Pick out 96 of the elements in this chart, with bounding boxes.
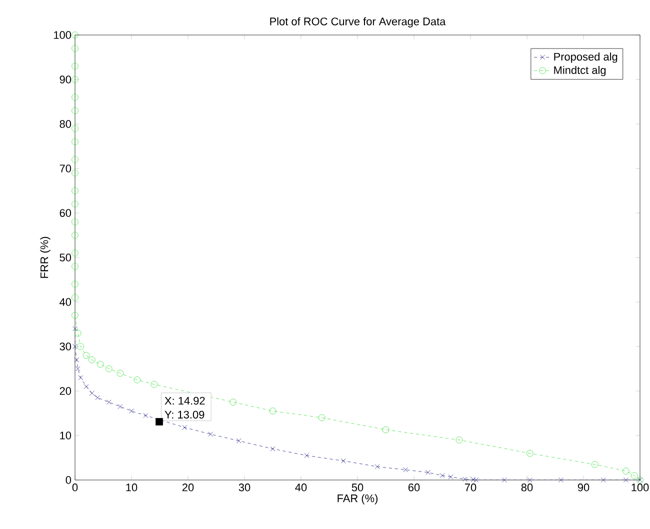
point (72, 32, 78, 38)
point (72, 62, 78, 70)
point (106, 365, 112, 372)
y-tick-label: 10 (60, 432, 72, 440)
x-tick-label: 80 (521, 484, 533, 492)
point (72, 232, 78, 239)
point (75, 366, 80, 372)
x-tick-label: 30 (238, 484, 250, 492)
point (82, 352, 90, 359)
point (270, 446, 276, 452)
point (340, 458, 346, 464)
point (106, 400, 112, 405)
point (72, 312, 78, 319)
point (72, 280, 78, 288)
point (74, 357, 80, 362)
point (72, 170, 78, 176)
point (78, 375, 84, 380)
x-tick-label: 70 (464, 484, 476, 492)
point (118, 404, 123, 410)
x-tick-label: 40 (295, 484, 307, 492)
y-tick-label: 90 (60, 76, 72, 84)
point (72, 76, 78, 83)
point (623, 478, 628, 482)
point (72, 200, 78, 208)
point (456, 436, 463, 444)
point (72, 218, 78, 226)
point (208, 432, 214, 437)
y-tick-label: 80 (60, 120, 72, 128)
point (591, 461, 598, 468)
point (89, 390, 94, 396)
point (72, 107, 78, 114)
point (474, 478, 479, 482)
point (426, 470, 431, 475)
x-tick-label: 60 (408, 484, 420, 492)
y-tick-label: 0 (66, 476, 72, 484)
x-tick-label: 20 (182, 484, 194, 492)
x-tick-label: 0 (72, 484, 78, 492)
point (318, 414, 326, 422)
annotation: Y: 13.09 (164, 410, 204, 419)
point (72, 138, 78, 146)
point (382, 426, 390, 434)
point (374, 464, 380, 470)
point (182, 425, 188, 430)
legend-label: Proposed alg (554, 52, 618, 63)
point (97, 360, 104, 368)
point (269, 408, 276, 414)
y-tick-label: 40 (60, 298, 72, 306)
y-axis-title: FRR (%) (40, 236, 50, 278)
point (236, 438, 242, 444)
point (129, 408, 134, 414)
point (72, 250, 78, 256)
point (502, 478, 507, 482)
point (134, 376, 141, 384)
x-tick-label: 10 (126, 484, 138, 492)
point (72, 326, 78, 332)
point (72, 187, 78, 194)
point (77, 343, 84, 350)
point (88, 356, 96, 364)
point (558, 478, 564, 482)
point (403, 467, 408, 472)
point (526, 450, 534, 457)
point (462, 476, 468, 482)
y-tick-label: 70 (60, 164, 72, 172)
y-tick-label: 100 (54, 31, 72, 39)
y-tick-label: 20 (60, 387, 72, 395)
chart-title: Plot of ROC Curve for Average Data (270, 17, 446, 28)
point (230, 398, 237, 406)
point (72, 44, 78, 52)
point (440, 473, 445, 478)
y-tick-label: 30 (60, 342, 72, 350)
y-tick-label: 50 (60, 254, 72, 262)
x-tick-label: 50 (352, 484, 364, 492)
point (116, 370, 124, 377)
point (150, 380, 158, 388)
point (600, 478, 606, 482)
point (448, 474, 454, 480)
x-tick-label: 90 (578, 484, 590, 492)
x-axis-title: FAR (%) (338, 494, 378, 504)
point (527, 478, 532, 482)
point (74, 330, 82, 337)
x-tick-label: 100 (632, 484, 649, 492)
point (72, 294, 78, 301)
point (143, 413, 148, 418)
point (72, 94, 78, 101)
point (72, 156, 78, 163)
point (72, 263, 78, 270)
point (622, 468, 630, 474)
point (95, 395, 100, 400)
point (630, 472, 638, 479)
annotation: X: 14.92 (164, 396, 205, 405)
point (84, 384, 89, 390)
legend-label: Mindtct alg (554, 66, 606, 76)
point (72, 125, 78, 132)
y-tick-label: 60 (60, 209, 72, 217)
point (304, 453, 310, 458)
point (470, 477, 476, 482)
